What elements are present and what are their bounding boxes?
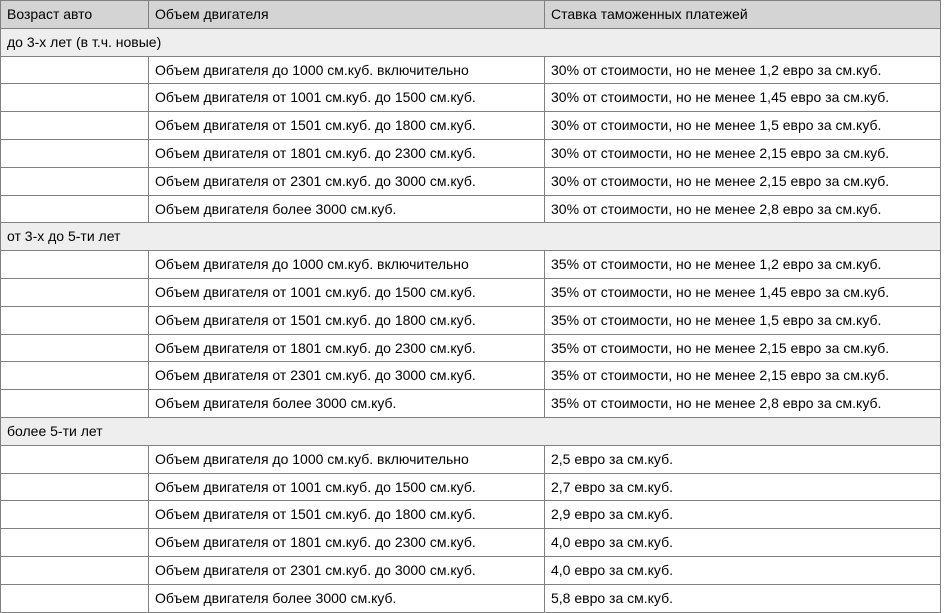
col-header-rate: Ставка таможенных платежей [545,1,941,29]
cell-age [1,556,149,584]
cell-engine: Объем двигателя до 1000 см.куб. включите… [149,251,545,279]
cell-rate: 35% от стоимости, но не менее 2,15 евро … [545,334,941,362]
cell-rate: 30% от стоимости, но не менее 2,15 евро … [545,139,941,167]
cell-age [1,278,149,306]
cell-age [1,473,149,501]
table-row: Объем двигателя от 2301 см.куб. до 3000 … [1,362,941,390]
cell-rate: 30% от стоимости, но не менее 1,45 евро … [545,84,941,112]
cell-rate: 4,0 евро за см.куб. [545,529,941,557]
cell-age [1,445,149,473]
cell-rate: 35% от стоимости, но не менее 1,45 евро … [545,278,941,306]
cell-engine: Объем двигателя до 1000 см.куб. включите… [149,445,545,473]
cell-age [1,112,149,140]
cell-rate: 2,7 евро за см.куб. [545,473,941,501]
table-row: Объем двигателя от 1001 см.куб. до 1500 … [1,278,941,306]
table-row: Объем двигателя от 2301 см.куб. до 3000 … [1,556,941,584]
cell-engine: Объем двигателя от 1801 см.куб. до 2300 … [149,139,545,167]
cell-engine: Объем двигателя от 1001 см.куб. до 1500 … [149,473,545,501]
cell-age [1,139,149,167]
cell-engine: Объем двигателя от 1501 см.куб. до 1800 … [149,306,545,334]
cell-age [1,584,149,612]
cell-age [1,390,149,418]
cell-engine: Объем двигателя от 1001 см.куб. до 1500 … [149,278,545,306]
cell-engine: Объем двигателя до 1000 см.куб. включите… [149,56,545,84]
cell-engine: Объем двигателя более 3000 см.куб. [149,195,545,223]
cell-engine: Объем двигателя от 1001 см.куб. до 1500 … [149,84,545,112]
cell-engine: Объем двигателя от 1501 см.куб. до 1800 … [149,501,545,529]
cell-rate: 30% от стоимости, но не менее 2,15 евро … [545,167,941,195]
table-header-row: Возраст авто Объем двигателя Ставка тамо… [1,1,941,29]
cell-age [1,167,149,195]
cell-engine: Объем двигателя более 3000 см.куб. [149,584,545,612]
table-row: Объем двигателя от 1501 см.куб. до 1800 … [1,112,941,140]
cell-rate: 5,8 евро за см.куб. [545,584,941,612]
table-row: Объем двигателя от 1501 см.куб. до 1800 … [1,501,941,529]
cell-rate: 30% от стоимости, но не менее 1,2 евро з… [545,56,941,84]
table-row: Объем двигателя от 1001 см.куб. до 1500 … [1,84,941,112]
cell-rate: 30% от стоимости, но не менее 2,8 евро з… [545,195,941,223]
cell-age [1,195,149,223]
cell-engine: Объем двигателя от 2301 см.куб. до 3000 … [149,362,545,390]
table-body: до 3-х лет (в т.ч. новые)Объем двигателя… [1,28,941,612]
table-row: Объем двигателя более 3000 см.куб.30% от… [1,195,941,223]
cell-rate: 2,5 евро за см.куб. [545,445,941,473]
cell-engine: Объем двигателя от 1501 см.куб. до 1800 … [149,112,545,140]
col-header-engine: Объем двигателя [149,1,545,29]
cell-age [1,56,149,84]
table-row: Объем двигателя от 2301 см.куб. до 3000 … [1,167,941,195]
table-row: Объем двигателя до 1000 см.куб. включите… [1,251,941,279]
cell-rate: 35% от стоимости, но не менее 2,8 евро з… [545,390,941,418]
cell-age [1,529,149,557]
section-title: от 3-х до 5-ти лет [1,223,941,251]
cell-age [1,334,149,362]
cell-engine: Объем двигателя от 1801 см.куб. до 2300 … [149,529,545,557]
table-row: Объем двигателя до 1000 см.куб. включите… [1,56,941,84]
cell-engine: Объем двигателя более 3000 см.куб. [149,390,545,418]
cell-rate: 2,9 евро за см.куб. [545,501,941,529]
customs-duty-table: Возраст авто Объем двигателя Ставка тамо… [0,0,941,613]
section-row: до 3-х лет (в т.ч. новые) [1,28,941,56]
table-row: Объем двигателя от 1801 см.куб. до 2300 … [1,529,941,557]
table-row: Объем двигателя от 1801 см.куб. до 2300 … [1,334,941,362]
cell-rate: 30% от стоимости, но не менее 1,5 евро з… [545,112,941,140]
cell-rate: 35% от стоимости, но не менее 1,2 евро з… [545,251,941,279]
cell-engine: Объем двигателя от 2301 см.куб. до 3000 … [149,556,545,584]
cell-age [1,306,149,334]
cell-rate: 4,0 евро за см.куб. [545,556,941,584]
cell-engine: Объем двигателя от 1801 см.куб. до 2300 … [149,334,545,362]
cell-age [1,501,149,529]
table-row: Объем двигателя более 3000 см.куб.5,8 ев… [1,584,941,612]
table-row: Объем двигателя от 1001 см.куб. до 1500 … [1,473,941,501]
section-row: от 3-х до 5-ти лет [1,223,941,251]
table-row: Объем двигателя от 1501 см.куб. до 1800 … [1,306,941,334]
cell-rate: 35% от стоимости, но не менее 1,5 евро з… [545,306,941,334]
cell-engine: Объем двигателя от 2301 см.куб. до 3000 … [149,167,545,195]
col-header-age: Возраст авто [1,1,149,29]
cell-age [1,251,149,279]
table-row: Объем двигателя более 3000 см.куб.35% от… [1,390,941,418]
cell-rate: 35% от стоимости, но не менее 2,15 евро … [545,362,941,390]
customs-duty-table-container: Возраст авто Объем двигателя Ставка тамо… [0,0,944,613]
section-title: до 3-х лет (в т.ч. новые) [1,28,941,56]
table-row: Объем двигателя до 1000 см.куб. включите… [1,445,941,473]
section-title: более 5-ти лет [1,417,941,445]
cell-age [1,362,149,390]
cell-age [1,84,149,112]
section-row: более 5-ти лет [1,417,941,445]
table-row: Объем двигателя от 1801 см.куб. до 2300 … [1,139,941,167]
